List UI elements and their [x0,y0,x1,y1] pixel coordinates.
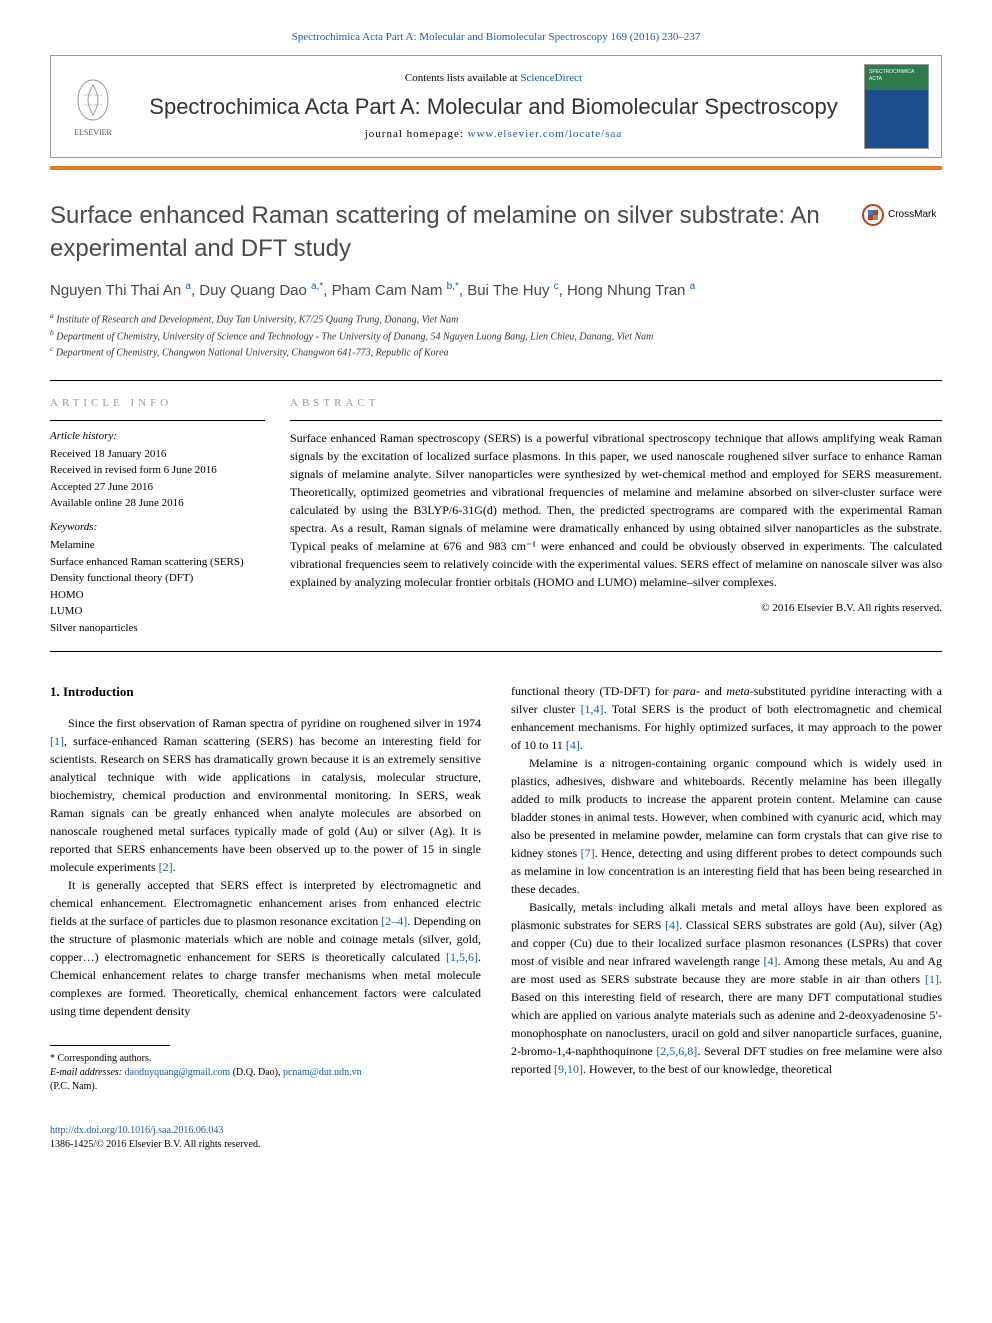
keywords-label: Keywords: [50,520,265,535]
journal-name: Spectrochimica Acta Part A: Molecular an… [138,93,849,122]
crossmark-badge[interactable]: CrossMark [862,204,942,226]
para: Melamine is a nitrogen-containing organi… [511,754,942,898]
journal-homepage: journal homepage: www.elsevier.com/locat… [138,127,849,142]
history-label: Article history: [50,429,265,444]
keywords-block: Melamine Surface enhanced Raman scatteri… [50,537,265,636]
para: Basically, metals including alkali metal… [511,898,942,1078]
para: It is generally accepted that SERS effec… [50,876,481,1020]
abstract-text: Surface enhanced Raman spectroscopy (SER… [290,429,942,591]
affiliations: a Institute of Research and Development,… [50,311,942,360]
doi-link[interactable]: http://dx.doi.org/10.1016/j.saa.2016.06.… [50,1125,223,1136]
email-link[interactable]: daoduyquang@gmail.com [125,1067,231,1078]
journal-cover-icon: SPECTROCHIMICA ACTA [864,64,929,149]
abstract-copyright: © 2016 Elsevier B.V. All rights reserved… [290,601,942,616]
info-header: article info [50,396,265,420]
authors: Nguyen Thi Thai An a, Duy Quang Dao a,*,… [50,280,942,301]
bottom-meta: http://dx.doi.org/10.1016/j.saa.2016.06.… [50,1124,942,1152]
abstract: abstract Surface enhanced Raman spectros… [290,396,942,636]
crossmark-icon [862,204,884,226]
running-citation: Spectrochimica Acta Part A: Molecular an… [50,30,942,45]
article-info: article info Article history: Received 1… [50,396,290,636]
para: Since the first observation of Raman spe… [50,714,481,876]
right-column: functional theory (TD-DFT) for para- and… [511,682,942,1094]
para: functional theory (TD-DFT) for para- and… [511,682,942,754]
sciencedirect-link[interactable]: ScienceDirect [520,72,582,84]
footnote: * Corresponding authors. E-mail addresse… [50,1052,481,1094]
elsevier-logo: ELSEVIER [63,72,123,142]
history-block: Received 18 January 2016 Received in rev… [50,446,265,512]
homepage-link[interactable]: www.elsevier.com/locate/saa [468,128,623,140]
divider-bar [50,166,942,170]
footnote-divider [50,1045,170,1046]
journal-header: ELSEVIER Contents lists available at Sci… [50,55,942,158]
article-title: Surface enhanced Raman scattering of mel… [50,200,842,265]
contents-line: Contents lists available at ScienceDirec… [138,71,849,86]
left-column: 1. Introduction Since the first observat… [50,682,481,1094]
intro-heading: 1. Introduction [50,682,481,702]
email-link[interactable]: pcnam@dut.udn.vn [283,1067,362,1078]
abstract-header: abstract [290,396,942,420]
